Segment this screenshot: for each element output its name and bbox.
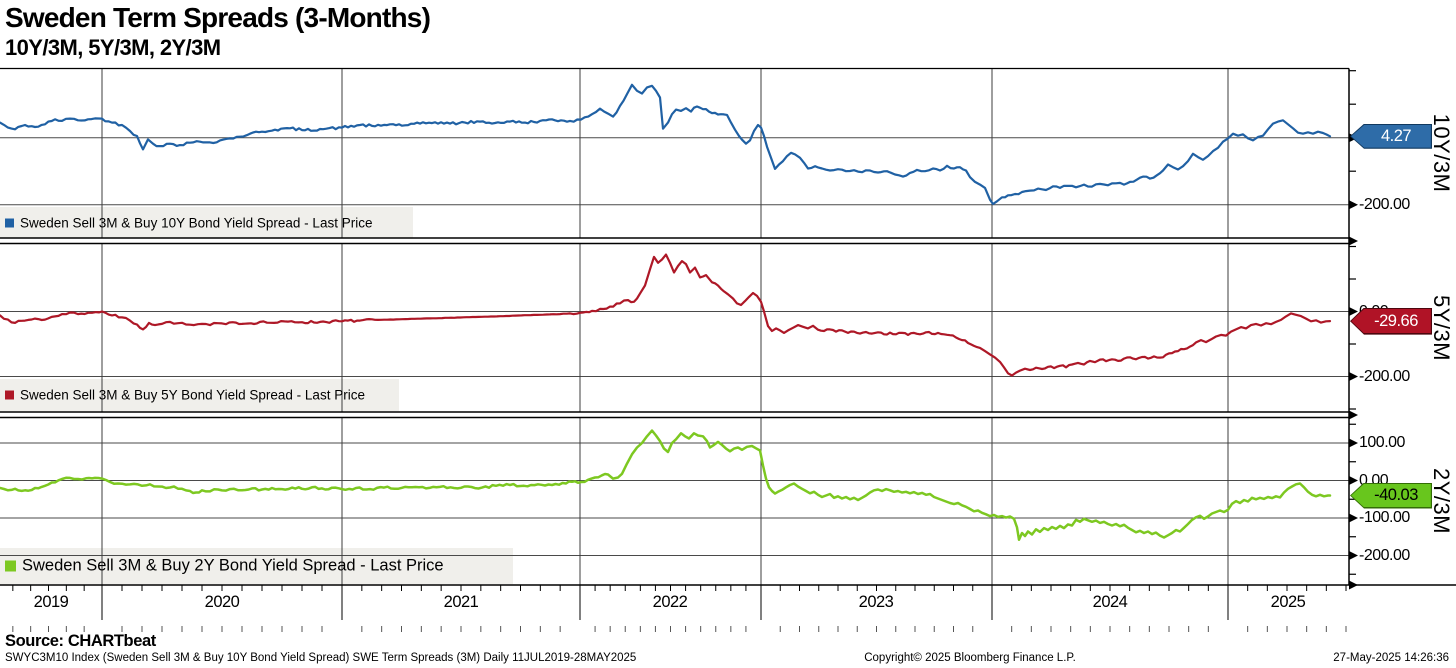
panel-title-5y3m: 5Y/3M <box>1429 294 1454 361</box>
tick-arrow-icon <box>1349 580 1358 590</box>
last-price-badge-5y3m: -29.66 <box>1350 307 1432 335</box>
last-price-badge-10y3m: 4.27 <box>1350 123 1432 149</box>
value-tick-label: -200.00 <box>1359 367 1410 385</box>
tick-arrow-icon <box>1349 307 1358 316</box>
year-label-2021: 2021 <box>443 593 479 611</box>
last-price-value-5y3m: -29.66 <box>1351 308 1431 334</box>
legend-label-2y3m: Sweden Sell 3M & Buy 2Y Bond Yield Sprea… <box>22 556 444 575</box>
source-line: Source: CHARTbeat <box>5 632 156 650</box>
legend-swatch-10y3m-icon <box>5 218 14 228</box>
value-tick-label: -200.00 <box>1359 195 1410 213</box>
tick-arrow-icon <box>1349 200 1358 210</box>
legend-5y3m: Sweden Sell 3M & Buy 5Y Bond Yield Sprea… <box>5 388 365 403</box>
value-tick-label: 100.00 <box>1359 434 1405 451</box>
year-label-2019: 2019 <box>33 593 69 611</box>
tick-arrow-icon <box>1349 236 1358 246</box>
panel-title-2y3m: 2Y/3M <box>1429 468 1454 535</box>
year-label-2023: 2023 <box>858 593 894 611</box>
value-tick-label: -100.00 <box>1359 509 1410 526</box>
page-title: Sweden Term Spreads (3-Months) <box>5 2 431 33</box>
tick-arrow-icon <box>1349 476 1358 485</box>
tick-arrow-icon <box>1349 438 1358 448</box>
timestamp: 27-May-2025 14:26:36 <box>1333 652 1449 664</box>
legend-box <box>0 548 513 584</box>
tick-arrow-icon <box>1349 372 1358 381</box>
series-line-10y-3m <box>0 83 1332 206</box>
legend-2y3m: Sweden Sell 3M & Buy 2Y Bond Yield Sprea… <box>5 557 444 576</box>
value-tick-label: -200.00 <box>1359 546 1410 564</box>
series-line-5y-3m <box>0 253 1332 377</box>
legend-10y3m: Sweden Sell 3M & Buy 10Y Bond Yield Spre… <box>5 216 372 231</box>
legend-label-10y3m: Sweden Sell 3M & Buy 10Y Bond Yield Spre… <box>20 215 373 231</box>
tick-arrow-icon <box>1349 551 1358 560</box>
legend-swatch-5y3m-icon <box>5 390 14 400</box>
page-subtitle: 10Y/3M, 5Y/3M, 2Y/3M <box>5 35 221 60</box>
last-price-value-10y3m: 4.27 <box>1351 124 1431 148</box>
tick-arrow-icon <box>1349 410 1358 420</box>
last-price-badge-2y3m: -40.03 <box>1350 482 1432 509</box>
year-label-2020: 2020 <box>204 593 240 611</box>
tick-arrow-icon <box>1349 513 1358 523</box>
year-label-2022: 2022 <box>652 593 688 611</box>
legend-box <box>0 207 413 238</box>
series-line-2y-3m <box>0 429 1332 542</box>
legend-label-5y3m: Sweden Sell 3M & Buy 5Y Bond Yield Sprea… <box>20 387 365 403</box>
copyright-notice: Copyright© 2025 Bloomberg Finance L.P. <box>864 652 1076 664</box>
security-description: SWYC3M10 Index (Sweden Sell 3M & Buy 10Y… <box>5 652 637 664</box>
legend-box <box>0 379 399 411</box>
year-label-2024: 2024 <box>1092 593 1128 611</box>
panel-title-10y3m: 10Y/3M <box>1429 113 1454 193</box>
legend-swatch-2y3m-icon <box>5 560 16 572</box>
year-label-2025: 2025 <box>1270 593 1306 611</box>
last-price-value-2y3m: -40.03 <box>1351 483 1431 508</box>
